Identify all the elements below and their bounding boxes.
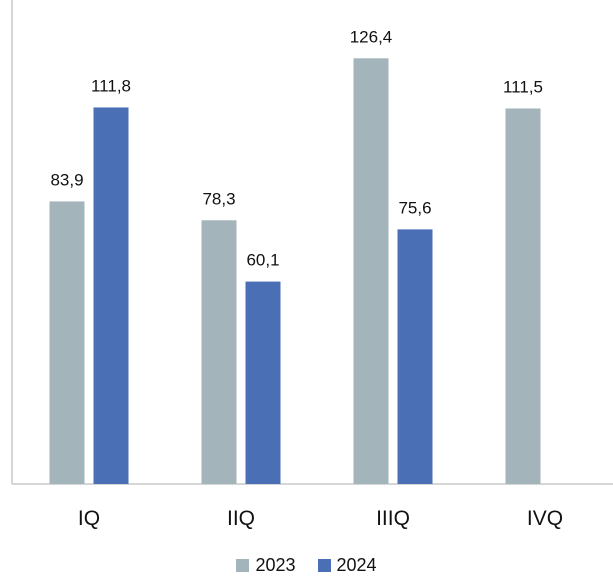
value-labels: 83,9 111,8 78,3 60,1 126,4 75,6 111,5 xyxy=(50,27,543,269)
legend-swatch-2024 xyxy=(317,558,331,572)
bars xyxy=(49,58,541,485)
data-label-IVQ-2023: 111,5 xyxy=(503,77,543,96)
x-tick-label-IIIQ: IIIQ xyxy=(376,507,410,530)
legend: 2023 2024 xyxy=(0,551,613,579)
bar-IIQ-2024 xyxy=(245,281,281,484)
legend-swatch-2023 xyxy=(236,558,250,572)
data-label-IQ-2024: 111,8 xyxy=(91,76,131,95)
category-labels: IQ IIQ IIIQ IVQ xyxy=(78,507,563,530)
bar-IIIQ-2024 xyxy=(397,229,433,484)
bar-IQ-2024 xyxy=(93,107,129,484)
bar-IIQ-2023 xyxy=(201,220,237,485)
bar-IIIQ-2023 xyxy=(353,58,389,485)
data-label-IQ-2023: 83,9 xyxy=(50,170,83,189)
data-label-IIIQ-2024: 75,6 xyxy=(398,198,431,217)
data-label-IIIQ-2023: 126,4 xyxy=(350,27,393,46)
legend-label-2024: 2024 xyxy=(336,554,377,575)
data-label-IIQ-2024: 60,1 xyxy=(246,251,279,270)
legend-item-2023: 2023 xyxy=(236,554,296,576)
legend-label-2023: 2023 xyxy=(255,554,296,575)
x-tick-label-IIQ: IIQ xyxy=(227,507,255,530)
bar-IVQ-2023 xyxy=(505,108,541,484)
bar-IQ-2023 xyxy=(49,201,85,484)
legend-item-2024: 2024 xyxy=(317,554,377,576)
x-tick-label-IVQ: IVQ xyxy=(527,507,563,530)
x-tick-label-IQ: IQ xyxy=(78,507,100,530)
data-label-IIQ-2023: 78,3 xyxy=(202,189,235,208)
